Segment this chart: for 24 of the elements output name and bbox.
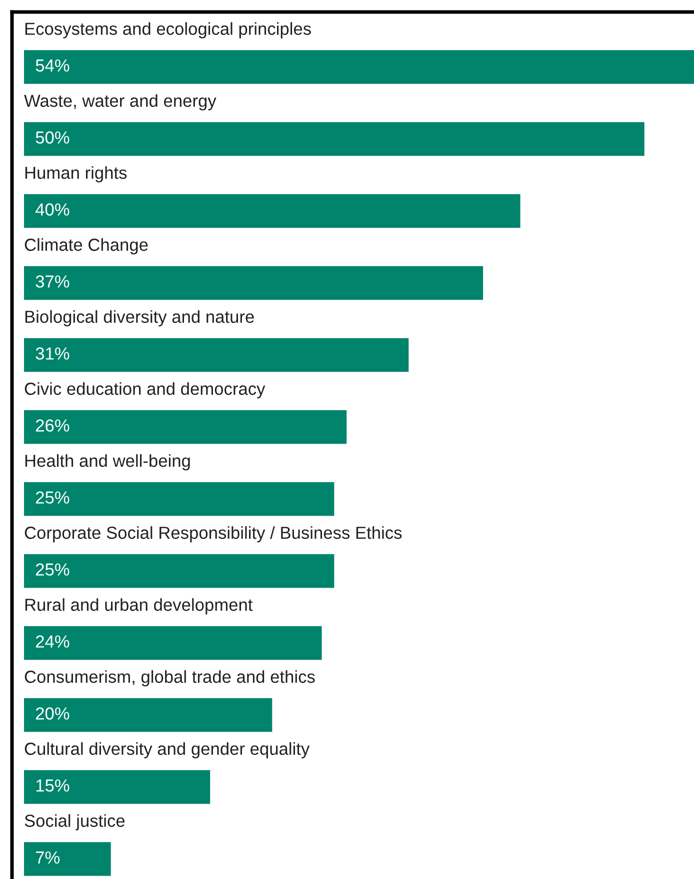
data-label: 7% xyxy=(36,851,60,864)
y-tick-label: Health and well-being xyxy=(25,454,190,470)
data-label: 25% xyxy=(36,563,70,576)
y-tick-label: Civic education and democracy xyxy=(24,382,266,398)
y-tick-label: Corporate Social Responsibility / Business Ethics xyxy=(24,526,402,542)
y-tick-label: Climate Change xyxy=(24,238,148,254)
y-tick-label: Cultural diversity and gender equality xyxy=(24,742,310,758)
data-label: 37% xyxy=(36,275,70,288)
data-label: 54% xyxy=(36,59,70,72)
data-label: 20% xyxy=(36,707,70,720)
data-label: 24% xyxy=(36,635,70,648)
y-tick-label: Biological diversity and nature xyxy=(25,310,254,326)
y-tick-label: Waste, water and energy xyxy=(24,94,216,110)
data-label: 31% xyxy=(36,347,70,360)
y-tick-label: Rural and urban development xyxy=(25,598,253,614)
y-tick-label: Social justice xyxy=(24,814,125,830)
data-label: 50% xyxy=(36,131,70,144)
y-tick-label: Ecosystems and ecological principles xyxy=(25,22,311,38)
data-label: 40% xyxy=(36,203,70,216)
data-label: 15% xyxy=(36,779,70,792)
data-label: 26% xyxy=(36,419,70,432)
y-tick-label: Consumerism, global trade and ethics xyxy=(24,670,315,686)
y-tick-label: Human rights xyxy=(25,166,127,182)
data-label: 25% xyxy=(36,491,70,504)
